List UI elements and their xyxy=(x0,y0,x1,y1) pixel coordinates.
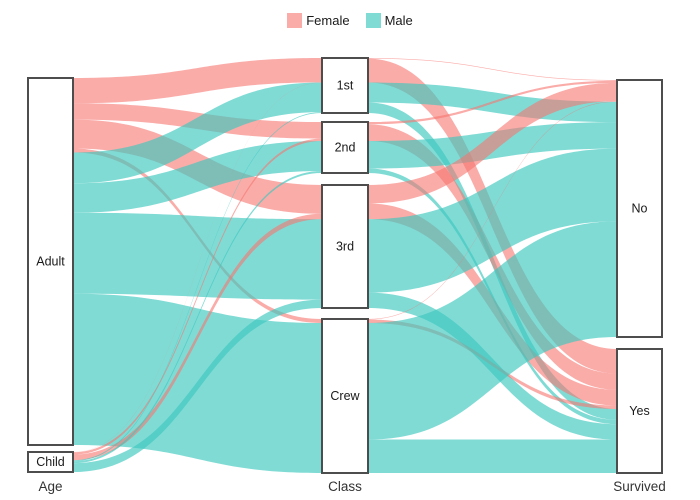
node-label-yes: Yes xyxy=(629,404,649,418)
node-label-2nd: 2nd xyxy=(335,141,356,155)
flow-3rd-no-male[interactable] xyxy=(368,148,617,293)
node-label-crew: Crew xyxy=(330,389,360,403)
flow-adult-1st-female[interactable] xyxy=(73,58,322,104)
flow-2nd-no-female[interactable] xyxy=(368,80,617,125)
node-label-no: No xyxy=(632,202,648,216)
axis-label-age: Age xyxy=(38,479,62,494)
flow-crew-no-female[interactable] xyxy=(368,101,617,320)
flow-child-2nd-male[interactable] xyxy=(73,171,322,464)
node-crew[interactable] xyxy=(321,318,369,474)
node-label-1st: 1st xyxy=(337,79,354,93)
flow-crew-yes-male[interactable] xyxy=(368,439,617,473)
node-label-child: Child xyxy=(36,455,65,469)
node-no[interactable] xyxy=(616,79,663,338)
node-adult[interactable] xyxy=(27,77,74,446)
node-label-3rd: 3rd xyxy=(336,240,354,254)
node-1st[interactable] xyxy=(321,57,369,114)
node-yes[interactable] xyxy=(616,348,663,474)
flow-child-1st-male[interactable] xyxy=(73,112,322,462)
flow-child-2nd-female[interactable] xyxy=(73,138,322,455)
node-2nd[interactable] xyxy=(321,121,369,174)
node-label-adult: Adult xyxy=(36,255,65,269)
axis-label-class: Class xyxy=(328,479,362,494)
flow-crew-no-male[interactable] xyxy=(368,221,617,440)
flow-child-3rd-female[interactable] xyxy=(73,213,322,461)
flow-2nd-yes-female[interactable] xyxy=(368,124,617,390)
flow-child-3rd-male[interactable] xyxy=(73,299,322,472)
flow-child-1st-female[interactable] xyxy=(73,82,322,453)
node-child[interactable] xyxy=(27,451,74,473)
flow-1st-no-female[interactable] xyxy=(368,58,617,81)
node-3rd[interactable] xyxy=(321,184,369,309)
flow-adult-1st-male[interactable] xyxy=(73,82,322,184)
flow-3rd-no-female[interactable] xyxy=(368,82,617,204)
flow-adult-3rd-male[interactable] xyxy=(73,212,322,300)
axis-label-survived: Survived xyxy=(613,479,666,494)
flow-adult-2nd-male[interactable] xyxy=(73,140,322,213)
